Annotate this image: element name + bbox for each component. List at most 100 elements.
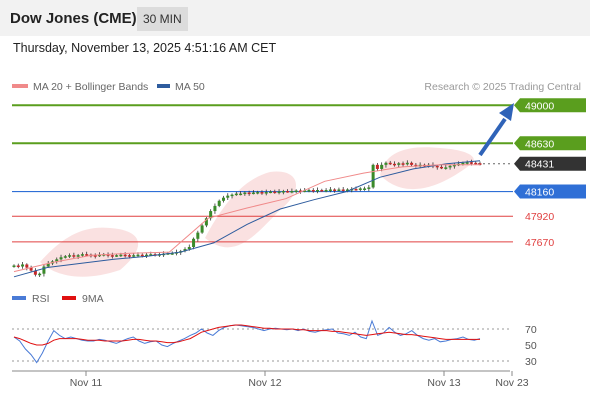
candle-body (149, 254, 153, 256)
candle-body (234, 193, 238, 196)
bollinger-band (205, 171, 297, 248)
level-label-48160: 48160 (525, 187, 554, 199)
candle-body (29, 267, 33, 271)
candle-body (226, 195, 230, 198)
instrument-title: Dow Jones (CME) (10, 10, 137, 27)
candle-body (72, 255, 76, 257)
candle-body (401, 163, 405, 165)
candle-body (16, 265, 20, 267)
candle-body (200, 225, 204, 233)
target-arrow-shaft (478, 117, 507, 157)
candle-body (324, 190, 328, 192)
candle-body (452, 164, 456, 167)
candle-body (38, 273, 42, 276)
candle-body (281, 191, 285, 193)
candle-body (333, 189, 337, 191)
candle-body (42, 266, 46, 274)
ma20-line (13, 164, 480, 273)
candle-body (68, 255, 72, 257)
candle-body (371, 164, 375, 188)
candle-body (337, 189, 341, 191)
candle-body (85, 254, 89, 256)
candle-body (247, 192, 251, 195)
level-tag-49000 (514, 98, 586, 113)
candle-body (204, 218, 208, 226)
candle-body (388, 162, 392, 165)
candle-body (115, 255, 119, 257)
candle-body (136, 254, 140, 257)
level-label-48630: 48630 (525, 138, 554, 150)
candle-body (469, 162, 473, 164)
candle-body (316, 190, 320, 192)
candle-body (127, 255, 131, 257)
rsi-tick-70: 70 (525, 324, 537, 336)
candle-body (106, 254, 110, 256)
candle-body (290, 191, 294, 193)
candle-body (98, 254, 102, 257)
candle-body (363, 188, 367, 190)
level-label-47920: 47920 (525, 211, 554, 223)
candle-body (59, 257, 63, 260)
candle-body (465, 162, 469, 164)
candle-body (260, 192, 264, 194)
candle-body (294, 190, 298, 193)
chart-header: Dow Jones (CME) 30 MIN (0, 0, 590, 36)
rsi-tick-30: 30 (525, 356, 537, 368)
candle-body (213, 205, 217, 212)
candle-body (414, 164, 418, 167)
candle-body (410, 162, 414, 165)
level-label-48431: 48431 (525, 159, 554, 171)
candle-body (63, 256, 67, 258)
rsi-tick-50: 50 (525, 340, 537, 352)
rsi-ma-line (13, 324, 480, 346)
candle-body (123, 254, 127, 257)
timeframe-button[interactable]: 30 MIN (137, 7, 188, 31)
rsi-ma-legend-swatch (62, 296, 76, 300)
candle-body (119, 254, 123, 257)
rsi-ma-legend-label: 9MA (82, 293, 104, 305)
candle-body (110, 255, 114, 257)
legend-label-ma50: MA 50 (175, 81, 205, 93)
target-arrow-head (499, 103, 514, 121)
candle-body (243, 192, 247, 195)
bollinger-band (40, 227, 139, 277)
candle-body (354, 188, 358, 191)
candle-body (256, 192, 260, 194)
candle-body (311, 190, 315, 192)
level-label-47670: 47670 (525, 237, 554, 249)
candle-body (25, 264, 29, 268)
candle-body (251, 192, 255, 195)
candle-body (187, 247, 191, 250)
candle-body (444, 167, 448, 169)
candle-body (21, 264, 25, 267)
candle-body (93, 255, 97, 257)
candle-body (239, 193, 243, 196)
candle-body (217, 200, 221, 206)
level-tag-48630 (514, 136, 586, 151)
legend-swatch-ma50 (157, 84, 170, 88)
candle-body (384, 162, 388, 165)
legend-label-ma20: MA 20 + Bollinger Bands (33, 81, 148, 93)
x-label-1: Nov 12 (248, 377, 281, 389)
candle-body (358, 188, 362, 190)
candle-body (375, 164, 379, 169)
ma50-line (13, 160, 481, 278)
x-label-2: Nov 13 (427, 377, 460, 389)
candle-body (367, 187, 371, 189)
candle-body (264, 192, 268, 194)
candle-body (461, 162, 465, 165)
candle-body (209, 211, 213, 219)
timestamp: Thursday, November 13, 2025 4:51:16 AM C… (13, 41, 277, 55)
candle-body (221, 197, 225, 201)
candle-body (230, 194, 234, 197)
legend-swatch-ma20 (12, 84, 28, 88)
candle-body (380, 164, 384, 169)
rsi-line (13, 319, 481, 364)
level-label-49000: 49000 (525, 100, 554, 112)
candle-body (298, 190, 302, 193)
candle-body (80, 254, 84, 256)
candle-body (286, 191, 290, 193)
candle-body (397, 163, 401, 165)
candle-body (405, 162, 409, 165)
